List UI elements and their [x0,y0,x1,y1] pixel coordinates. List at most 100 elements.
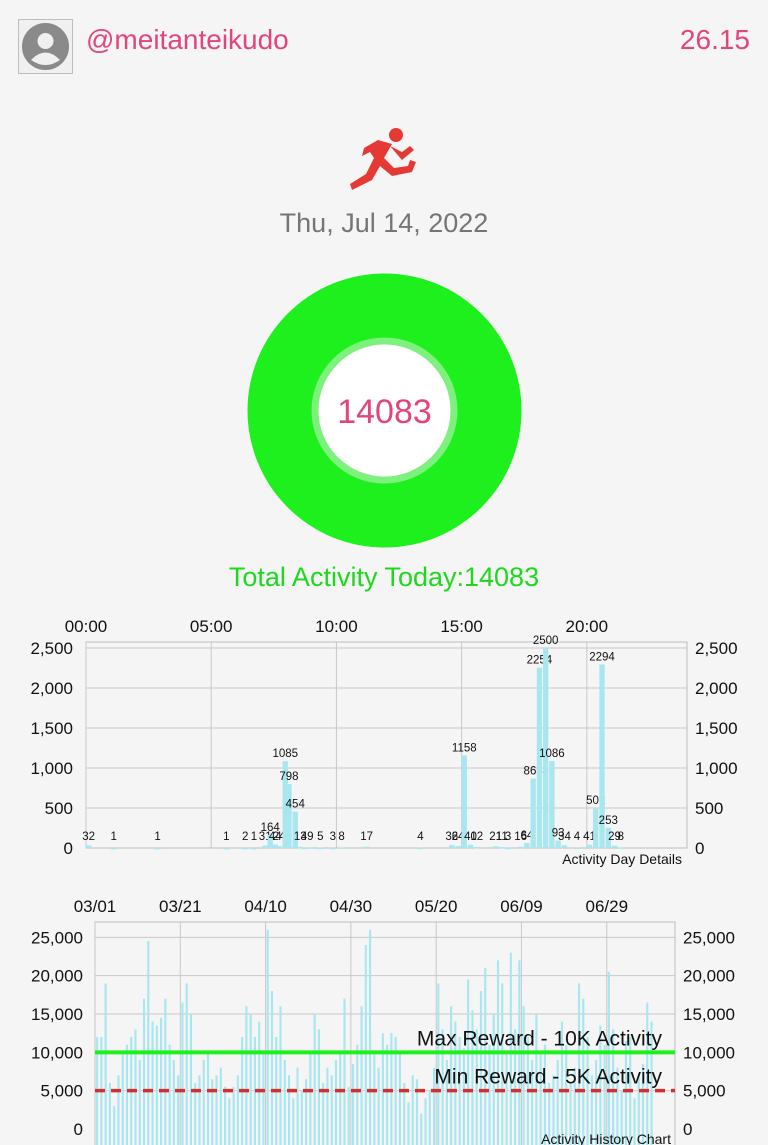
history-chart-bar [160,1017,163,1145]
history-chart-bar [147,941,150,1145]
history-chart-bar [266,929,269,1145]
history-chart-bar [492,1014,495,1145]
day-chart-y-tick-right: 1,000 [695,759,738,778]
history-chart-bar [202,1060,205,1145]
day-chart-data-label: 798 [279,771,298,783]
day-chart-data-label: 17 [360,831,373,843]
history-chart-bar [531,1060,534,1145]
history-chart-bar [181,1002,184,1145]
history-chart-reference-label: Min Reward - 5K Activity [434,1066,662,1089]
day-chart-data-label: 1086 [539,748,565,760]
day-chart-data-label: 1158 [452,742,477,754]
day-chart-x-tick: 05:00 [190,617,233,636]
history-chart-bar [343,998,346,1145]
history-chart-bar [471,1010,474,1145]
history-chart-bar [428,1090,431,1145]
history-chart-bar [215,1075,218,1145]
user-avatar-icon[interactable] [18,19,73,74]
day-chart-bar [593,807,599,848]
day-chart-data-label: 12 [470,831,483,843]
day-chart-bar [86,845,92,848]
history-chart-y-tick-left: 10,000 [31,1043,83,1062]
history-chart-bar [462,1048,465,1145]
day-chart-data-label: 1 [251,831,257,843]
day-chart-y-tick-right: 500 [695,799,723,818]
history-chart-y-tick-left: 25,000 [31,928,83,947]
day-chart-y-tick-right: 1,500 [695,719,738,738]
history-chart-bar [450,1006,453,1145]
day-chart-bar [536,667,543,848]
day-chart-data-label: 34 [558,831,571,843]
day-chart-y-tick-left: 1,000 [30,759,73,778]
day-chart-bar [530,778,536,848]
history-chart-bar [514,1029,517,1145]
history-chart-bar [577,983,581,1145]
day-chart-y-tick-left: 1,500 [30,719,73,738]
history-chart-bar [270,991,274,1145]
day-chart-bar [297,846,303,849]
day-chart-bar [618,847,624,849]
history-chart-y-tick-right: 20,000 [683,967,735,986]
history-chart-bar [185,983,188,1145]
day-chart-bar [517,846,524,849]
history-chart-bar [454,1021,457,1145]
day-chart-y-tick-right: 0 [695,839,704,858]
history-chart-bar [317,1029,320,1145]
history-chart-x-tick: 05/20 [415,897,458,916]
day-chart-bar [524,842,530,848]
history-chart-bar [403,1083,406,1145]
history-chart-bar [249,1014,252,1145]
history-chart-y-tick-right: 15,000 [683,1005,735,1024]
history-chart-bar [211,1079,214,1145]
history-chart-y-tick-left: 0 [74,1120,83,1139]
history-chart-bar [522,1006,525,1145]
history-chart-bar [607,971,610,1145]
history-chart-bar [113,1106,116,1145]
day-chart-data-label: 13 [294,831,307,843]
day-chart-data-label: 2 [242,831,248,843]
history-chart-bar [134,1029,137,1145]
activity-history-chart: 03/01 03/21 04/10 04/30 05/20 06/09 06/29 0 0 5,0… [31,897,735,1145]
history-chart-title: Activity History Chart [541,1131,671,1145]
history-chart-bar [168,1044,171,1145]
history-chart-bar [603,1044,606,1145]
day-chart-data-label: 21 [489,831,502,843]
day-chart-data-label: 36 [445,831,458,843]
day-chart-bar [276,846,282,848]
day-chart-y-tick-right: 2,500 [695,639,738,658]
history-chart-bar [556,1060,559,1145]
history-chart-bar [458,1037,461,1145]
history-chart-x-tick: 03/01 [74,897,117,916]
day-chart-bar [417,847,424,850]
day-chart-data-label: 41 [583,831,596,843]
day-chart-bar [267,834,273,848]
day-chart-x-tick: 15:00 [440,617,483,636]
header: @meitanteikudo 26.15 [0,0,768,92]
history-chart-bar [479,991,483,1145]
history-chart-bar [501,983,504,1145]
history-chart-bar [475,1029,478,1145]
history-chart-bar [582,998,585,1145]
history-chart-bar [437,983,440,1145]
history-chart-reference-label: Max Reward - 10K Activity [417,1027,663,1050]
history-chart-bar [283,1060,286,1145]
day-chart-data-label: 4 [417,831,424,843]
day-chart-bar [338,847,345,849]
day-chart-data-label: 8 [338,831,344,843]
day-chart-bar [262,845,268,848]
history-chart-bar [172,1060,175,1145]
username[interactable]: @meitanteikudo [86,24,289,55]
history-chart-bar [560,1021,564,1145]
history-chart-bar [386,1044,389,1145]
history-chart-bar [599,1025,602,1145]
activity-date: Thu, Jul 14, 2022 [279,208,489,238]
history-chart-bar [117,1075,120,1145]
day-chart-y-tick-left: 500 [45,799,73,818]
history-chart-bar [262,1052,265,1145]
day-chart-x-tick: 20:00 [566,617,609,636]
day-chart-data-label: 29 [608,831,621,843]
day-chart-data-label: 4 [301,831,308,843]
history-chart-bar [398,1052,401,1145]
history-chart-bar [509,952,512,1145]
day-chart-title: Activity Day Details [562,851,682,867]
